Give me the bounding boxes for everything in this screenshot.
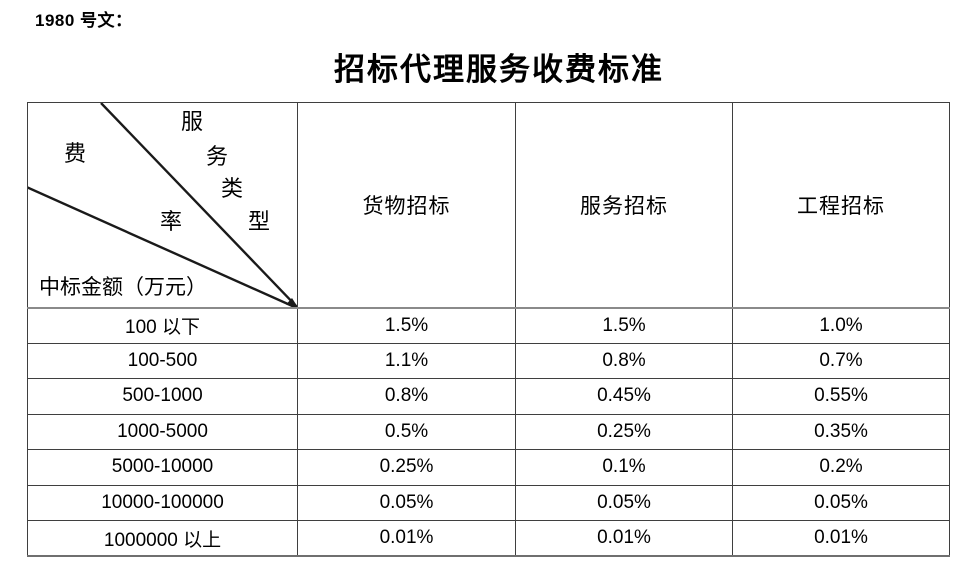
rate-cell: 0.45% <box>515 378 733 415</box>
amount-range-cell: 5000-10000 <box>27 449 298 486</box>
amount-range-cell: 500-1000 <box>27 378 298 415</box>
rate-cell: 0.8% <box>515 342 733 379</box>
rate-cell: 0.55% <box>732 378 950 415</box>
corner-label-fee-rate-char: 率 <box>160 209 183 234</box>
corner-label-fee-rate-char: 费 <box>64 141 87 166</box>
table-row: 10000-100000 0.05% 0.05% 0.05% <box>27 484 950 521</box>
corner-label-service-type-char: 类 <box>221 176 244 201</box>
rate-cell: 0.7% <box>732 342 950 379</box>
rate-cell: 1.5% <box>515 307 733 344</box>
rate-cell: 0.05% <box>732 484 950 521</box>
table-row: 1000000 以上 0.01% 0.01% 0.01% <box>27 520 950 557</box>
rate-cell: 0.05% <box>515 484 733 521</box>
rate-cell: 0.5% <box>297 413 516 450</box>
corner-label-service-type-char: 型 <box>248 209 271 234</box>
rate-cell: 1.0% <box>732 307 950 344</box>
rate-cell: 0.2% <box>732 449 950 486</box>
corner-label-service-type-char: 服 <box>181 109 204 134</box>
amount-range-cell: 10000-100000 <box>27 484 298 521</box>
rate-cell: 0.05% <box>297 484 516 521</box>
rate-cell: 0.01% <box>515 520 733 557</box>
amount-range-cell: 1000-5000 <box>27 413 298 450</box>
column-header-goods: 货物招标 <box>297 102 516 309</box>
table-row: 1000-5000 0.5% 0.25% 0.35% <box>27 413 950 450</box>
table-header-row: 服 务 类 型 费 率 中标金额（万元） 货物招标 服务招标 工程招标 <box>27 102 950 309</box>
table-row: 100 以下 1.5% 1.5% 1.0% <box>27 307 950 344</box>
diagonal-header-cell: 服 务 类 型 费 率 中标金额（万元） <box>27 102 298 309</box>
table-row: 100-500 1.1% 0.8% 0.7% <box>27 342 950 379</box>
column-header-works: 工程招标 <box>732 102 950 309</box>
rate-cell: 0.25% <box>515 413 733 450</box>
column-header-services: 服务招标 <box>515 102 733 309</box>
page-title: 招标代理服务收费标准 <box>334 52 664 87</box>
rate-cell: 0.35% <box>732 413 950 450</box>
rate-cell: 0.01% <box>732 520 950 557</box>
corner-label-service-type-char: 务 <box>206 144 229 169</box>
amount-range-cell: 1000000 以上 <box>27 520 298 557</box>
table-row: 5000-10000 0.25% 0.1% 0.2% <box>27 449 950 486</box>
amount-range-cell: 100 以下 <box>27 307 298 344</box>
arrowhead-icon <box>286 298 297 306</box>
table-row: 500-1000 0.8% 0.45% 0.55% <box>27 378 950 415</box>
rate-cell: 0.25% <box>297 449 516 486</box>
fee-standard-table: 服 务 类 型 费 率 中标金额（万元） 货物招标 服务招标 工程招标 100 … <box>27 102 950 557</box>
corner-row-axis-label: 中标金额（万元） <box>39 275 207 299</box>
rate-cell: 0.8% <box>297 378 516 415</box>
doc-number-label: 1980 号文： <box>35 11 133 30</box>
amount-range-cell: 100-500 <box>27 342 298 379</box>
diagonal-divider-lines <box>28 103 297 306</box>
rate-cell: 1.5% <box>297 307 516 344</box>
rate-cell: 0.1% <box>515 449 733 486</box>
rate-cell: 1.1% <box>297 342 516 379</box>
rate-cell: 0.01% <box>297 520 516 557</box>
